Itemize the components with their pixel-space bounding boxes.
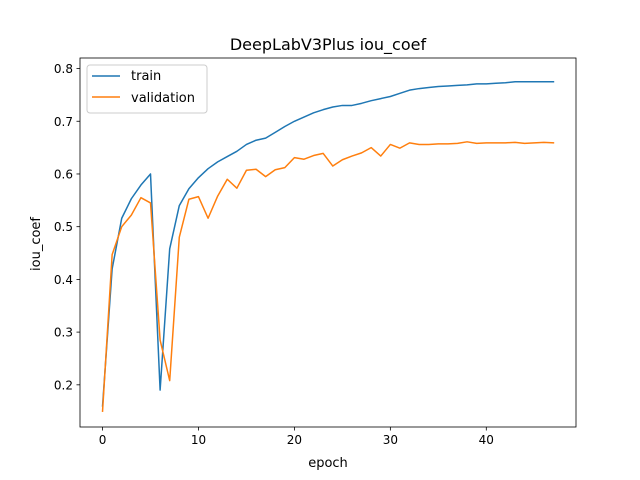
plot-frame [79, 57, 577, 428]
y-tick-label: 0.8 [54, 62, 73, 76]
y-tick-label: 0.6 [54, 167, 73, 181]
x-tick-label: 10 [191, 433, 206, 447]
y-axis-label: iou_coef [29, 217, 44, 271]
y-tick-label: 0.2 [54, 378, 73, 392]
x-tick-label: 0 [99, 433, 107, 447]
series-layer [101, 80, 555, 412]
y-tick-label: 0.3 [54, 326, 73, 340]
legend-box [86, 64, 208, 114]
chart-title: DeepLabV3Plus iou_coef [230, 35, 427, 55]
series-line-train [101, 80, 555, 407]
x-tick-label: 30 [383, 433, 398, 447]
y-tick-label: 0.5 [54, 220, 73, 234]
y-tick-label: 0.7 [54, 115, 73, 129]
y-tick-label: 0.4 [54, 273, 73, 287]
legend-label-validation: validation [131, 91, 195, 106]
x-tick-label: 40 [479, 433, 494, 447]
legend: train validation [86, 64, 208, 114]
series-line-validation [101, 141, 555, 412]
legend-label-train: train [131, 69, 161, 84]
x-axis-label: epoch [308, 456, 348, 471]
x-tick-label: 20 [287, 433, 302, 447]
axes-layer: 0 10 20 30 40 0.2 0.3 0.4 0.5 0.6 0.7 0.8 [54, 57, 577, 447]
